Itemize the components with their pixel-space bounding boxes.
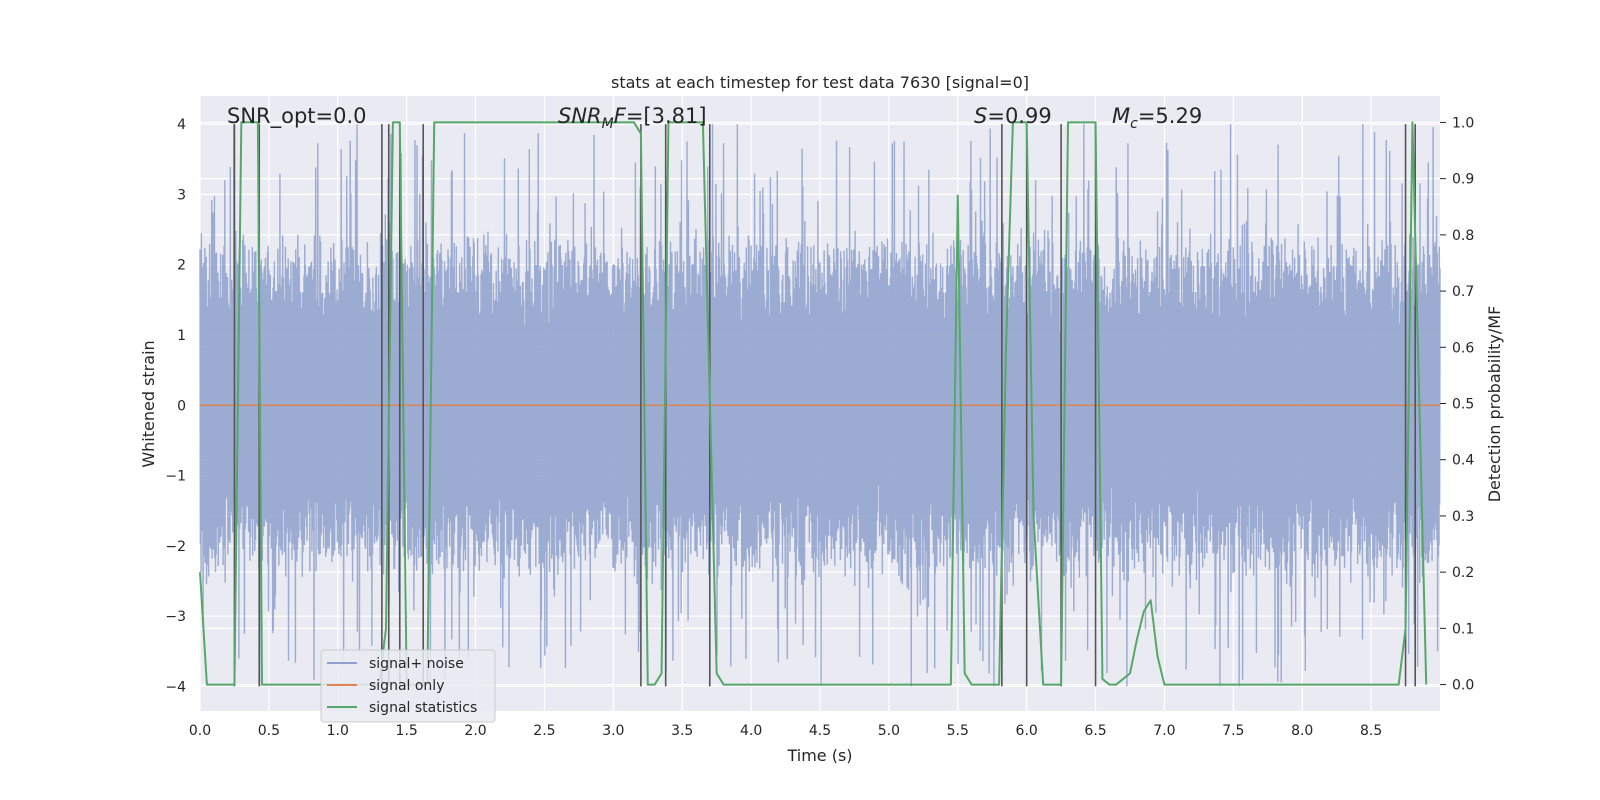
- y-right-tick-label: 0.0: [1452, 678, 1474, 694]
- x-tick-label: 7.5: [1222, 723, 1244, 739]
- x-axis-label: Time (s): [786, 746, 852, 765]
- x-tick-label: 4.5: [809, 723, 831, 739]
- x-tick-label: 1.0: [327, 723, 349, 739]
- chart-title: stats at each timestep for test data 763…: [611, 73, 1029, 92]
- legend-label-signal: signal only: [369, 678, 444, 694]
- x-tick-label: 0.0: [189, 723, 211, 739]
- y-tick-label: 3: [177, 187, 186, 203]
- y-right-tick-label: 0.4: [1452, 453, 1474, 469]
- y-axis-label: Whitened strain: [139, 340, 158, 467]
- x-tick-label: 0.5: [258, 723, 280, 739]
- y-tick-label: 2: [177, 258, 186, 274]
- legend-label-noise: signal+ noise: [369, 656, 464, 672]
- y-right-tick-label: 0.1: [1452, 621, 1474, 637]
- legend-label-stats: signal statistics: [369, 700, 477, 716]
- legend-box: [320, 649, 496, 723]
- x-tick-label: 2.0: [464, 723, 486, 739]
- x-tick-label: 4.0: [740, 723, 762, 739]
- annotation-s: S=0.99: [974, 104, 1052, 128]
- x-tick-label: 7.0: [1153, 723, 1175, 739]
- signal-noise-line: [199, 124, 1441, 687]
- y-right-tick-label: 0.8: [1452, 228, 1474, 244]
- x-tick-label: 8.5: [1360, 723, 1382, 739]
- annotation-snr-mf: SNRMF=[3.81]: [558, 104, 707, 132]
- x-tick-label: 6.0: [1016, 723, 1038, 739]
- y-tick-label: −1: [165, 469, 186, 485]
- y-right-tick-label: 0.2: [1452, 565, 1474, 581]
- y-right-tick-label: 0.9: [1452, 172, 1474, 188]
- y-axis-right-label: Detection probability/MF: [1485, 306, 1504, 503]
- y-right-tick-label: 0.3: [1452, 509, 1474, 525]
- y-tick-label: −4: [165, 679, 186, 695]
- annotation-mc: Mc=5.29: [1112, 104, 1202, 132]
- x-tick-label: 8.0: [1291, 723, 1313, 739]
- axes-layer: 0.0 0.5 1.0 1.5 2.0 2.5 3.0 3.5 4.0 4.5 5.0 5.5 6.0 6…: [165, 115, 1474, 739]
- x-tick-label: 3.5: [671, 723, 693, 739]
- y-right-tick-label: 0.5: [1452, 397, 1474, 413]
- x-tick-label: 1.5: [396, 723, 418, 739]
- x-tick-label: 3.0: [602, 723, 624, 739]
- y-right-tick-label: 0.6: [1452, 340, 1474, 356]
- legend: signal+ noise signal only signal statist…: [320, 649, 496, 723]
- series-layer: [199, 121, 1440, 687]
- annotation-snr-opt: SNR_opt=0.0: [227, 104, 367, 129]
- y-tick-label: −2: [165, 539, 186, 555]
- noise-layer: [199, 124, 1441, 687]
- x-tick-label: 5.0: [878, 723, 900, 739]
- y-right-tick-label: 1.0: [1452, 115, 1474, 131]
- x-tick-label: 6.5: [1084, 723, 1106, 739]
- y-tick-label: 1: [177, 328, 186, 344]
- x-tick-label: 2.5: [533, 723, 555, 739]
- y-right-tick-label: 0.7: [1452, 284, 1474, 300]
- x-tick-label: 5.5: [947, 723, 969, 739]
- signal-statistics-line: [199, 121, 1428, 686]
- y-tick-label: −3: [165, 609, 186, 625]
- y-tick-label: 4: [177, 117, 186, 133]
- y-tick-label: 0: [177, 398, 186, 414]
